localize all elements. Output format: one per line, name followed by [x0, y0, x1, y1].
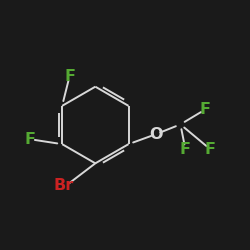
Text: F: F [64, 69, 75, 84]
Text: F: F [200, 102, 211, 117]
Text: Br: Br [53, 178, 73, 193]
Text: F: F [180, 142, 191, 156]
Text: O: O [149, 127, 162, 142]
Text: F: F [24, 132, 36, 147]
Text: F: F [204, 142, 216, 156]
